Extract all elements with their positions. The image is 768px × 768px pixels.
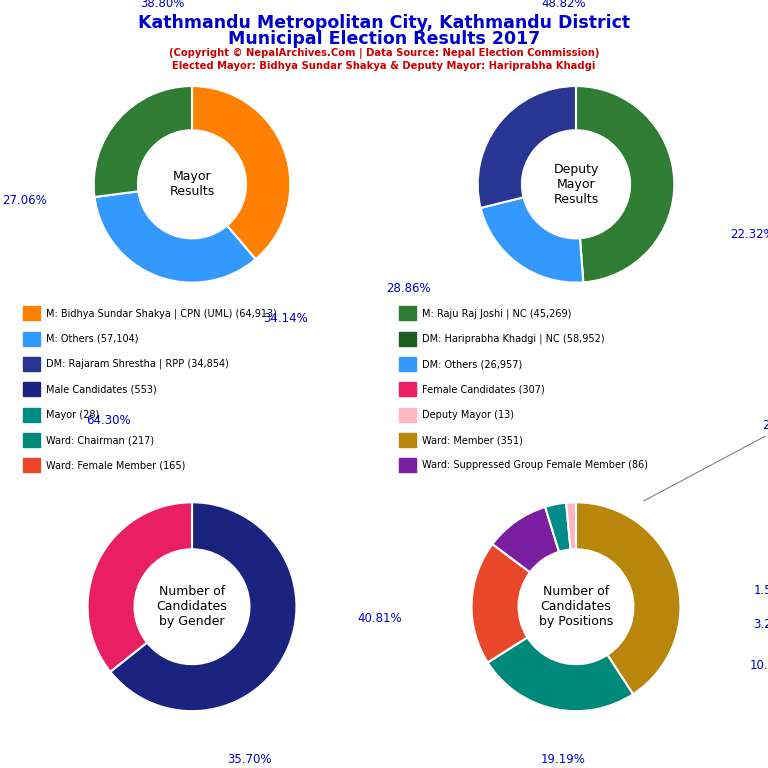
Text: Kathmandu Metropolitan City, Kathmandu District: Kathmandu Metropolitan City, Kathmandu D… xyxy=(138,14,630,31)
Text: Deputy Mayor (13): Deputy Mayor (13) xyxy=(422,409,515,420)
Text: Mayor
Results: Mayor Results xyxy=(170,170,214,198)
Wedge shape xyxy=(492,507,559,572)
Text: 27.06%: 27.06% xyxy=(2,194,48,207)
Text: 10.00%: 10.00% xyxy=(750,660,768,673)
Wedge shape xyxy=(94,191,256,283)
Text: 25.23%: 25.23% xyxy=(644,419,768,501)
Wedge shape xyxy=(481,197,583,283)
Wedge shape xyxy=(488,637,633,711)
Text: Ward: Chairman (217): Ward: Chairman (217) xyxy=(46,435,154,445)
Text: 48.82%: 48.82% xyxy=(541,0,586,11)
Text: Number of
Candidates
by Positions: Number of Candidates by Positions xyxy=(539,585,613,628)
Text: Mayor (28): Mayor (28) xyxy=(46,409,99,420)
Wedge shape xyxy=(88,502,192,672)
Text: M: Bidhya Sundar Shakya | CPN (UML) (64,913): M: Bidhya Sundar Shakya | CPN (UML) (64,… xyxy=(46,308,277,319)
Text: M: Raju Raj Joshi | NC (45,269): M: Raju Raj Joshi | NC (45,269) xyxy=(422,308,571,319)
Wedge shape xyxy=(566,502,576,550)
Wedge shape xyxy=(94,86,192,197)
Text: M: Others (57,104): M: Others (57,104) xyxy=(46,333,138,344)
Text: 34.14%: 34.14% xyxy=(263,312,308,325)
Text: DM: Others (26,957): DM: Others (26,957) xyxy=(422,359,523,369)
Text: Male Candidates (553): Male Candidates (553) xyxy=(46,384,157,395)
Text: 3.26%: 3.26% xyxy=(753,617,768,631)
Text: 35.70%: 35.70% xyxy=(227,753,272,766)
Wedge shape xyxy=(576,86,674,283)
Text: Female Candidates (307): Female Candidates (307) xyxy=(422,384,545,395)
Wedge shape xyxy=(111,502,296,711)
Text: 40.81%: 40.81% xyxy=(358,612,402,625)
Wedge shape xyxy=(576,502,680,694)
Text: DM: Rajaram Shrestha | RPP (34,854): DM: Rajaram Shrestha | RPP (34,854) xyxy=(46,359,229,369)
Text: 19.19%: 19.19% xyxy=(541,753,585,766)
Wedge shape xyxy=(192,86,290,260)
Text: 38.80%: 38.80% xyxy=(141,0,184,11)
Text: Ward: Suppressed Group Female Member (86): Ward: Suppressed Group Female Member (86… xyxy=(422,460,648,471)
Wedge shape xyxy=(545,503,571,552)
Text: 64.30%: 64.30% xyxy=(86,414,131,427)
Text: Elected Mayor: Bidhya Sundar Shakya & Deputy Mayor: Hariprabha Khadgi: Elected Mayor: Bidhya Sundar Shakya & De… xyxy=(172,61,596,71)
Text: Number of
Candidates
by Gender: Number of Candidates by Gender xyxy=(157,585,227,628)
Text: Ward: Female Member (165): Ward: Female Member (165) xyxy=(46,460,185,471)
Text: 1.51%: 1.51% xyxy=(753,584,768,597)
Wedge shape xyxy=(478,86,576,208)
Text: DM: Hariprabha Khadgi | NC (58,952): DM: Hariprabha Khadgi | NC (58,952) xyxy=(422,333,605,344)
Text: (Copyright © NepalArchives.Com | Data Source: Nepal Election Commission): (Copyright © NepalArchives.Com | Data So… xyxy=(169,48,599,58)
Wedge shape xyxy=(472,544,530,663)
Text: Deputy
Mayor
Results: Deputy Mayor Results xyxy=(553,163,599,206)
Text: 28.86%: 28.86% xyxy=(386,283,431,296)
Text: Ward: Member (351): Ward: Member (351) xyxy=(422,435,523,445)
Text: Municipal Election Results 2017: Municipal Election Results 2017 xyxy=(228,30,540,48)
Text: 22.32%: 22.32% xyxy=(730,228,768,241)
